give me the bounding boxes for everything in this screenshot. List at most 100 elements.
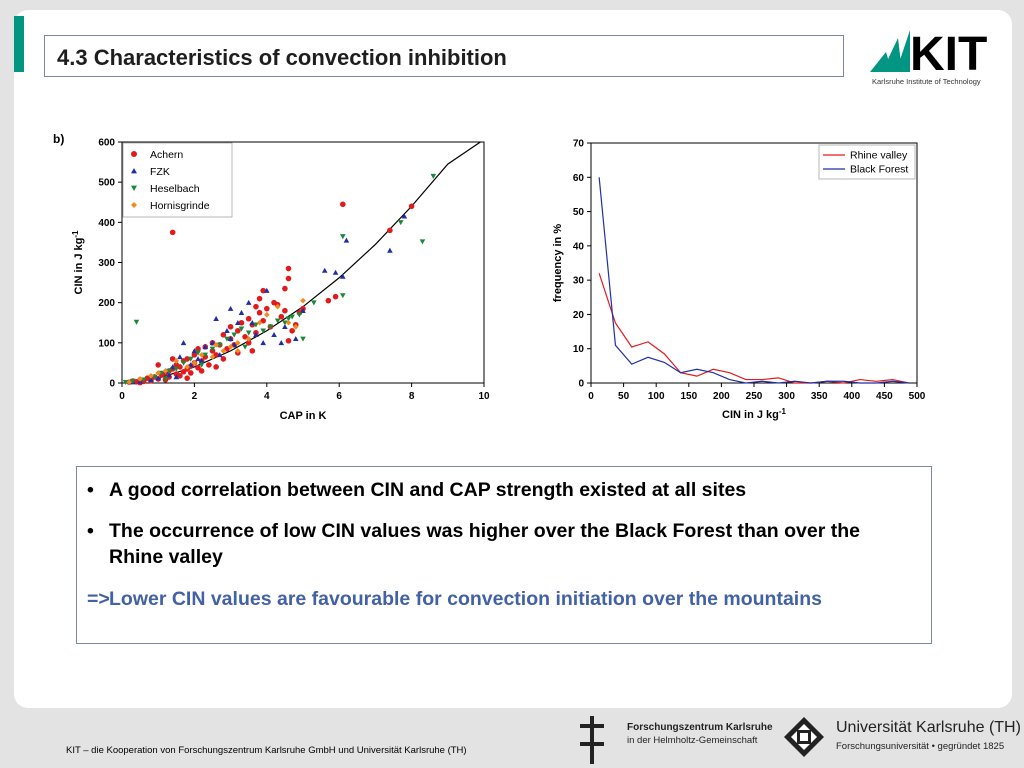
- data-point: [271, 332, 277, 338]
- data-point: [216, 342, 223, 348]
- data-point: [332, 293, 339, 300]
- data-point: [206, 362, 212, 368]
- y-tick-label: 40: [573, 241, 585, 252]
- data-point: [242, 344, 248, 350]
- data-point: [289, 327, 295, 334]
- x-tick-label: 0: [119, 391, 125, 402]
- data-point: [224, 327, 230, 334]
- data-point: [162, 368, 169, 374]
- bullet-text: A good correlation between CIN and CAP s…: [109, 479, 747, 501]
- y-axis-title: CIN in J kg-1: [71, 230, 85, 295]
- text-box: • A good correlation between CIN and CAP…: [76, 466, 932, 644]
- data-point: [285, 319, 292, 326]
- data-point: [169, 356, 176, 362]
- data-point: [274, 318, 281, 324]
- title-box: 4.3 Characteristics of convection inhibi…: [44, 35, 844, 77]
- data-point: [253, 322, 259, 328]
- data-point: [227, 323, 234, 330]
- legend-label: Heselbach: [150, 183, 200, 195]
- data-point: [166, 368, 172, 374]
- data-point: [278, 313, 285, 320]
- data-point: [267, 324, 274, 330]
- data-point: [191, 352, 198, 358]
- x-tick-label: 8: [409, 391, 415, 402]
- data-point: [198, 352, 205, 358]
- data-point: [397, 220, 404, 226]
- bullet-text: The occurrence of low CIN values was hig…: [109, 520, 860, 568]
- data-point: [224, 346, 230, 352]
- data-point: [300, 297, 306, 304]
- data-point: [245, 315, 252, 322]
- data-point: [408, 203, 415, 210]
- y-tick-label: 20: [573, 310, 585, 321]
- legend-label: FZK: [150, 166, 170, 178]
- data-point: [256, 295, 263, 302]
- data-point: [256, 309, 263, 316]
- y-tick-label: 70: [573, 139, 585, 150]
- data-point: [332, 269, 339, 275]
- data-point: [187, 370, 194, 376]
- x-tick-label: 200: [713, 391, 730, 402]
- fzk-logo-icon: [580, 716, 604, 764]
- data-point: [155, 362, 161, 368]
- data-point: [285, 265, 292, 272]
- data-point: [209, 340, 216, 346]
- data-point: [325, 297, 332, 304]
- data-point: [401, 213, 408, 219]
- data-point: [253, 303, 259, 310]
- data-point: [166, 372, 172, 378]
- data-point: [130, 378, 136, 384]
- data-point: [191, 360, 198, 366]
- data-point: [220, 332, 227, 338]
- data-point: [245, 336, 252, 342]
- university-name: Universität Karlsruhe (TH): [836, 719, 1021, 736]
- data-point: [387, 227, 393, 234]
- data-point: [173, 358, 180, 364]
- x-axis-title: CAP in K: [280, 410, 327, 422]
- legend-marker: [131, 151, 137, 157]
- series-heselbach: [122, 173, 437, 385]
- legend-label: Hornisgrinde: [150, 200, 210, 212]
- x-tick-label: 100: [648, 391, 665, 402]
- data-point: [245, 330, 252, 336]
- data-point: [191, 348, 198, 354]
- data-point: [126, 379, 133, 385]
- x-axis-title-superscript: -1: [779, 407, 787, 416]
- kit-logo-wordmark: KIT: [910, 28, 987, 78]
- series-hornisgrinde: [126, 297, 306, 385]
- frequency-line-chart: 0 50 100 150 200 250 300 350 400 450 500 0 10 20 30 40 5…: [552, 139, 926, 422]
- data-point: [340, 201, 346, 208]
- y-tick-label: 10: [573, 344, 585, 355]
- bullet-dot: •: [87, 520, 94, 542]
- x-tick-label: 150: [680, 391, 697, 402]
- data-point: [321, 267, 328, 273]
- bullet-item-1: • A good correlation between CIN and CAP…: [87, 477, 907, 503]
- data-point: [177, 354, 183, 360]
- data-point: [227, 336, 234, 342]
- data-point: [227, 305, 234, 311]
- data-point: [296, 312, 303, 318]
- data-point: [148, 376, 154, 383]
- data-point: [235, 348, 241, 354]
- series-achern: [126, 201, 415, 386]
- data-point: [260, 328, 266, 334]
- data-point: [311, 300, 317, 306]
- data-point: [137, 376, 143, 382]
- panel-label: b): [53, 132, 65, 146]
- data-point: [195, 346, 201, 352]
- data-point: [249, 348, 256, 354]
- data-point: [213, 315, 219, 321]
- y-tick-label: 0: [578, 379, 584, 390]
- series-line-black-forest: [598, 177, 909, 384]
- legend-label: Black Forest: [850, 164, 908, 176]
- data-point: [216, 352, 223, 358]
- data-point: [282, 320, 288, 326]
- data-point: [419, 239, 426, 245]
- data-point: [245, 340, 252, 346]
- x-tick-label: 4: [264, 391, 270, 402]
- x-tick-label: 2: [192, 391, 198, 402]
- data-point: [198, 368, 205, 374]
- slide-title: 4.3 Characteristics of convection inhibi…: [57, 45, 507, 70]
- data-point: [148, 372, 154, 379]
- y-tick-label: 0: [109, 379, 115, 390]
